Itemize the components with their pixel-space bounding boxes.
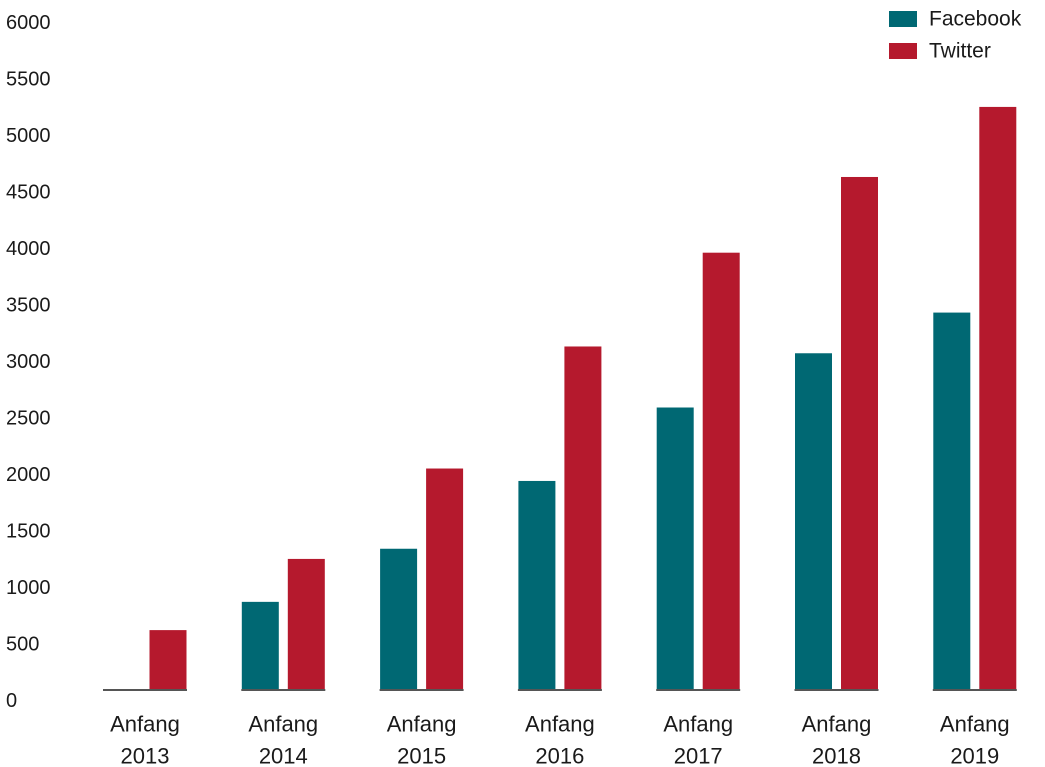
bar-twitter-0 xyxy=(149,630,187,690)
x-axis: Anfang 2013 Anfang 2014 Anfang 2015 Anfang 2016… xyxy=(103,689,1017,767)
y-tick-label: 4000 xyxy=(6,238,51,260)
x-tick-label-line2: 2013 xyxy=(121,744,170,767)
bar-twitter-2 xyxy=(426,468,464,690)
y-tick-label: 5000 xyxy=(6,125,51,147)
bar-facebook-3 xyxy=(518,480,556,690)
legend: Facebook Twitter xyxy=(889,8,1022,63)
x-tick-label-line1: Anfang xyxy=(663,712,733,737)
legend-label-facebook: Facebook xyxy=(929,8,1022,31)
y-tick-label: 4500 xyxy=(6,182,51,204)
y-tick-label: 5500 xyxy=(6,69,51,91)
bars xyxy=(149,106,1017,691)
x-tick-label-line1: Anfang xyxy=(387,712,457,737)
y-axis: 0 500 1000 1500 2000 2500 3000 3500 4000 4500 5000… xyxy=(6,12,51,712)
bar-twitter-4 xyxy=(702,252,740,690)
bar-facebook-2 xyxy=(380,548,418,690)
y-tick-label: 6000 xyxy=(6,12,51,34)
y-tick-label: 3000 xyxy=(6,351,51,373)
x-tick-label-line2: 2018 xyxy=(812,744,861,767)
y-tick-label: 2500 xyxy=(6,408,51,430)
bar-facebook-4 xyxy=(656,407,694,690)
legend-swatch-twitter xyxy=(889,43,917,59)
legend-swatch-facebook xyxy=(889,11,917,27)
bar-twitter-3 xyxy=(564,346,602,690)
y-tick-label: 2000 xyxy=(6,464,51,486)
x-tick-label-line1: Anfang xyxy=(802,712,872,737)
bar-facebook-6 xyxy=(933,312,971,690)
x-tick-label-line1: Anfang xyxy=(248,712,318,737)
x-tick-label-line2: 2015 xyxy=(397,744,446,767)
y-tick-label: 1000 xyxy=(6,577,51,599)
x-tick-label-line2: 2014 xyxy=(259,744,308,767)
legend-label-twitter: Twitter xyxy=(929,40,991,63)
y-tick-label: 0 xyxy=(6,690,17,712)
bar-twitter-5 xyxy=(841,176,878,691)
bar-facebook-1 xyxy=(241,601,279,690)
bar-twitter-1 xyxy=(287,558,325,690)
x-tick-label-line2: 2019 xyxy=(950,744,999,767)
bar-twitter-6 xyxy=(979,106,1017,691)
y-tick-label: 1500 xyxy=(6,521,51,543)
x-tick-label-line1: Anfang xyxy=(940,712,1010,737)
x-tick-label-line1: Anfang xyxy=(525,712,595,737)
x-tick-label-line2: 2017 xyxy=(674,744,723,767)
x-tick-label-line2: 2016 xyxy=(535,744,584,767)
y-tick-label: 3500 xyxy=(6,295,51,317)
x-tick-label-line1: Anfang xyxy=(110,712,180,737)
bar-facebook-5 xyxy=(795,353,832,690)
y-tick-label: 500 xyxy=(6,634,39,656)
